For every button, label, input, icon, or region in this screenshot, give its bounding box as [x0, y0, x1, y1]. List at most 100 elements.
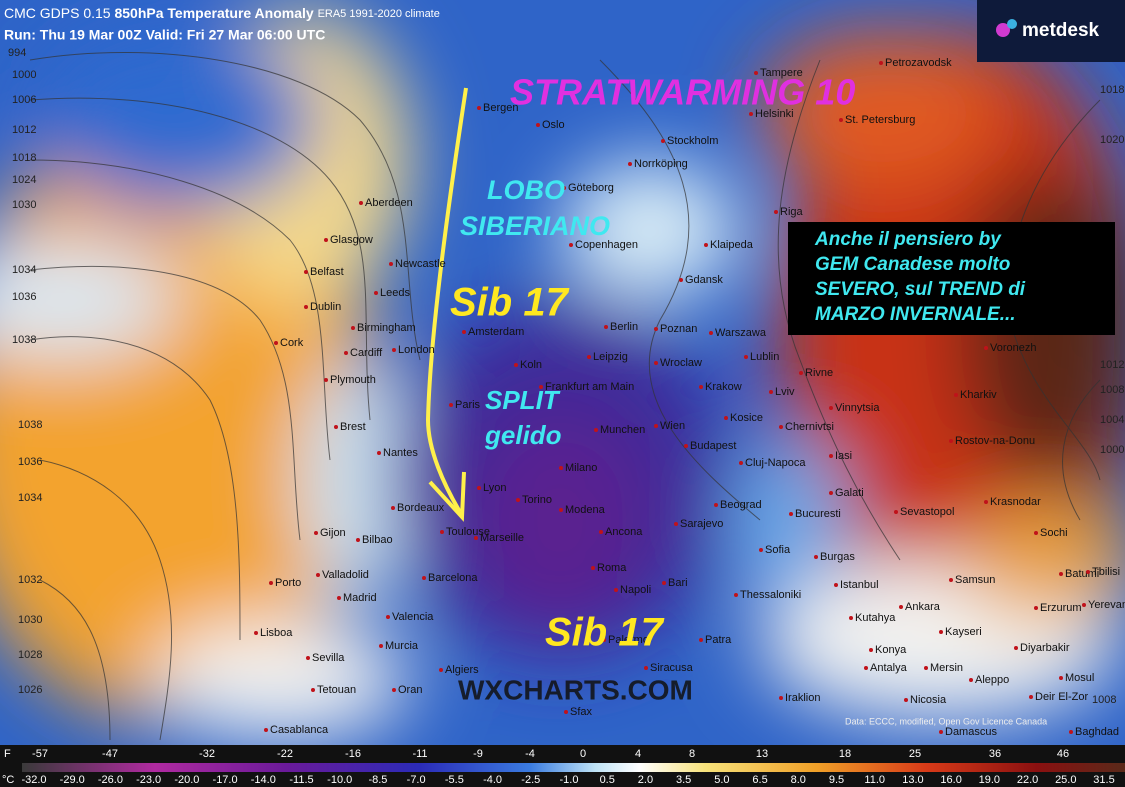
colorbar-label-c: -1.0: [560, 774, 579, 786]
city-dot: [759, 548, 763, 552]
city-dot: [316, 573, 320, 577]
city-label: Napoli: [620, 584, 651, 596]
colorbar-label-f: -11: [412, 748, 427, 760]
city-dot: [939, 630, 943, 634]
city-label: Bari: [668, 577, 688, 589]
city-dot: [644, 666, 648, 670]
city-dot: [377, 451, 381, 455]
city-dot: [562, 186, 566, 190]
city-label: Wien: [660, 420, 685, 432]
city-dot: [386, 615, 390, 619]
city-label: Gijon: [320, 527, 346, 539]
colorbar-unit: F: [4, 748, 11, 760]
city-label: Aleppo: [975, 674, 1009, 686]
city-dot: [422, 576, 426, 580]
city-dot: [789, 512, 793, 516]
city-dot: [1034, 531, 1038, 535]
city-label: Patra: [705, 634, 732, 646]
city-label: Kutahya: [855, 612, 896, 624]
isobar-label: 1000: [1100, 444, 1124, 456]
city-label: Helsinki: [755, 108, 794, 120]
city-dot: [439, 668, 443, 672]
city-dot: [1029, 695, 1033, 699]
city-label: Bergen: [483, 102, 518, 114]
city-dot: [324, 238, 328, 242]
city-dot: [949, 578, 953, 582]
city-label: Lisboa: [260, 627, 293, 639]
city-dot: [269, 581, 273, 585]
city-label: Toulouse: [446, 526, 490, 538]
city-dot: [1034, 606, 1038, 610]
colorbar-label-c: 16.0: [940, 774, 961, 786]
isobar-label: 1006: [12, 94, 36, 106]
city-label: Cork: [280, 337, 304, 349]
colorbar-label-c: 31.5: [1093, 774, 1114, 786]
city-label: Thessaloniki: [740, 589, 801, 601]
title-model: CMC GDPS 0.15: [4, 5, 111, 21]
city-dot: [709, 331, 713, 335]
city-dot: [477, 486, 481, 490]
isobar-label: 1018: [12, 152, 36, 164]
city-dot: [699, 385, 703, 389]
city-dot: [389, 262, 393, 266]
city-dot: [477, 106, 481, 110]
city-dot: [744, 355, 748, 359]
colorbar-label-f: 0: [580, 748, 586, 760]
city-label: Dublin: [310, 301, 341, 313]
city-label: Copenhagen: [575, 239, 638, 251]
city-label: Baghdad: [1075, 726, 1119, 738]
city-dot: [337, 596, 341, 600]
city-dot: [674, 522, 678, 526]
city-dot: [779, 425, 783, 429]
city-label: Mosul: [1065, 672, 1094, 684]
city-label: Roma: [597, 562, 627, 574]
city-dot: [779, 696, 783, 700]
city-label: Galati: [835, 487, 864, 499]
city-dot: [379, 644, 383, 648]
city-label: Sofia: [765, 544, 791, 556]
city-dot: [602, 638, 606, 642]
colorbar-label-c: -14.0: [251, 774, 276, 786]
city-label: Casablanca: [270, 724, 329, 736]
city-dot: [569, 243, 573, 247]
credit: Data: ECCC, modified, Open Gov Licence C…: [845, 716, 1047, 726]
colorbar-label-c: -2.5: [521, 774, 540, 786]
city-label: Damascus: [945, 726, 997, 738]
city-label: Barcelona: [428, 572, 478, 584]
colorbar-label-c: 9.5: [829, 774, 844, 786]
city-label: Aberdeen: [365, 197, 413, 209]
colorbar-label-c: 19.0: [979, 774, 1000, 786]
title: CMC GDPS 0.15 850hPa Temperature Anomaly…: [4, 5, 440, 21]
colorbar-label-c: -10.0: [327, 774, 352, 786]
isobar-labels: 994 1000 1006 1012 1018 1024 1030 1034 1036 1038 1…: [8, 47, 1124, 706]
city-label: Sfax: [570, 706, 593, 718]
city-dot: [591, 566, 595, 570]
city-label: Bucuresti: [795, 508, 841, 520]
city-dot: [714, 503, 718, 507]
city-dot: [304, 305, 308, 309]
city-label: Kharkiv: [960, 389, 997, 401]
city-label: Marseille: [480, 532, 524, 544]
city-dot: [904, 698, 908, 702]
city-label: Munchen: [600, 424, 645, 436]
logo-text: metdesk: [1022, 20, 1100, 41]
city-dot: [939, 730, 943, 734]
city-dot: [392, 348, 396, 352]
city-label: Riga: [780, 206, 804, 218]
city-dot: [869, 648, 873, 652]
city-dot: [654, 424, 658, 428]
colorbar-label-c: 5.0: [714, 774, 729, 786]
colorbar-label-f: 13: [756, 748, 768, 760]
city-label: Ankara: [905, 601, 941, 613]
city-dot: [306, 656, 310, 660]
city-dot: [1082, 603, 1086, 607]
colorbar-label-c: -11.5: [289, 774, 313, 786]
isobar-label: 1038: [12, 334, 36, 346]
comment-line: Anche il pensiero by: [814, 229, 1002, 250]
city-label: Glasgow: [330, 234, 373, 246]
city-label: Diyarbakir: [1020, 642, 1070, 654]
city-dot: [359, 201, 363, 205]
run-info: Run: Thu 19 Mar 00Z Valid: Fri 27 Mar 06…: [4, 27, 325, 43]
city-dot: [799, 371, 803, 375]
city-dot: [314, 531, 318, 535]
